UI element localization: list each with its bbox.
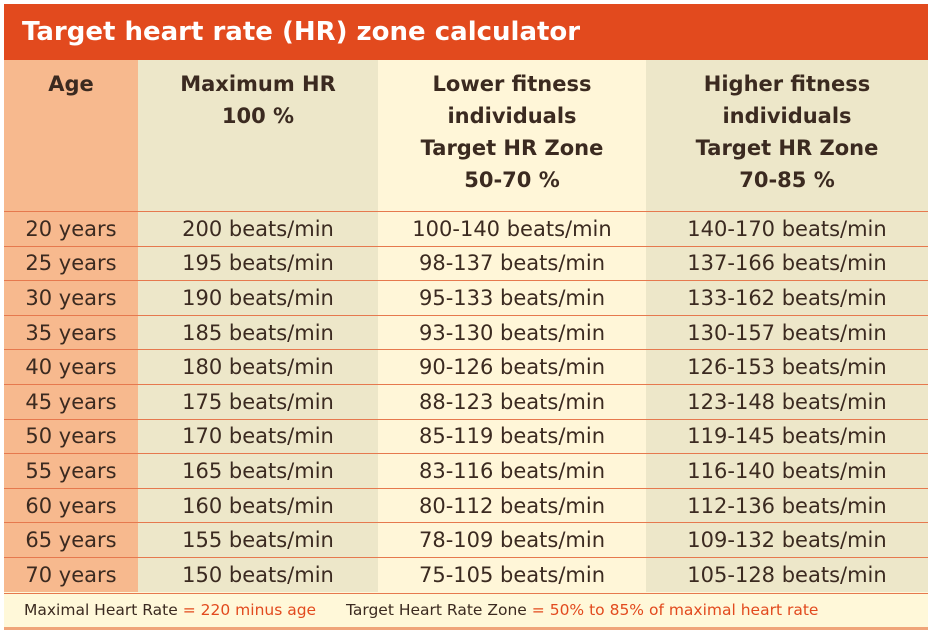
table-row: 70 years 150 beats/min 75-105 beats/min 105… xyxy=(4,557,928,592)
lower-zone-cell: 100-140 beats/min xyxy=(378,211,646,247)
higher-zone-cell: 130-157 beats/min xyxy=(646,315,928,351)
lower-zone-cell: 78-109 beats/min xyxy=(378,522,646,558)
age-cell: 25 years xyxy=(4,246,138,282)
maximum-hr-cell: 155 beats/min xyxy=(138,522,378,558)
higher-zone-cell: 137-166 beats/min xyxy=(646,246,928,282)
higher-zone-cell: 123-148 beats/min xyxy=(646,384,928,420)
header-line: Target HR Zone xyxy=(420,136,604,160)
header-line: Lower fitness xyxy=(432,72,592,96)
table-row: 65 years 155 beats/min 78-109 beats/min 109… xyxy=(4,522,928,558)
header-line: individuals xyxy=(722,104,852,128)
table-row: 30 years 190 beats/min 95-133 beats/min 133… xyxy=(4,280,928,316)
lower-zone-cell: 90-126 beats/min xyxy=(378,349,646,385)
lower-zone-cell: 75-105 beats/min xyxy=(378,557,646,592)
maximum-hr-cell: 180 beats/min xyxy=(138,349,378,385)
table-row: 50 years 170 beats/min 85-119 beats/min 119… xyxy=(4,419,928,455)
lower-zone-cell: 88-123 beats/min xyxy=(378,384,646,420)
maximum-hr-cell: 170 beats/min xyxy=(138,419,378,455)
age-cell: 40 years xyxy=(4,349,138,385)
lower-zone-cell: 98-137 beats/min xyxy=(378,246,646,282)
page-title: Target heart rate (HR) zone calculator xyxy=(4,4,928,60)
maximum-hr-cell: 190 beats/min xyxy=(138,280,378,316)
header-line: Higher fitness xyxy=(703,72,871,96)
age-cell: 65 years xyxy=(4,522,138,558)
lower-zone-cell: 95-133 beats/min xyxy=(378,280,646,316)
maximum-hr-cell: 195 beats/min xyxy=(138,246,378,282)
table-row: 60 years 160 beats/min 80-112 beats/min 112… xyxy=(4,488,928,524)
header-line: Target HR Zone xyxy=(695,136,879,160)
age-cell: 35 years xyxy=(4,315,138,351)
table-row: 25 years 195 beats/min 98-137 beats/min 137… xyxy=(4,246,928,282)
header-line: 50-70 % xyxy=(464,168,560,192)
age-cell: 20 years xyxy=(4,211,138,247)
header-lower-fitness: Lower fitness individuals Target HR Zone… xyxy=(378,60,646,212)
table-header-row: Age Maximum HR 100 % Lower fitness indiv… xyxy=(4,60,928,212)
header-higher-fitness: Higher fitness individuals Target HR Zon… xyxy=(646,60,928,212)
age-cell: 55 years xyxy=(4,453,138,489)
higher-zone-cell: 109-132 beats/min xyxy=(646,522,928,558)
maximum-hr-cell: 165 beats/min xyxy=(138,453,378,489)
hr-zone-card: Target heart rate (HR) zone calculator A… xyxy=(4,4,928,630)
higher-zone-cell: 119-145 beats/min xyxy=(646,419,928,455)
header-line: 70-85 % xyxy=(739,168,835,192)
footer-zone-label: Target Heart Rate Zone xyxy=(345,601,527,619)
maximum-hr-cell: 175 beats/min xyxy=(138,384,378,420)
footer-max-label: Maximal Heart Rate xyxy=(24,601,178,619)
footer-zone-value: = 50% to 85% of maximal heart rate xyxy=(531,601,819,619)
higher-zone-cell: 133-162 beats/min xyxy=(646,280,928,316)
lower-zone-cell: 80-112 beats/min xyxy=(378,488,646,524)
header-maximum-hr: Maximum HR 100 % xyxy=(138,60,378,212)
age-cell: 45 years xyxy=(4,384,138,420)
lower-zone-cell: 83-116 beats/min xyxy=(378,453,646,489)
maximum-hr-cell: 200 beats/min xyxy=(138,211,378,247)
higher-zone-cell: 116-140 beats/min xyxy=(646,453,928,489)
hr-zone-table: Age Maximum HR 100 % Lower fitness indiv… xyxy=(4,60,928,592)
lower-zone-cell: 93-130 beats/min xyxy=(378,315,646,351)
table-row: 55 years 165 beats/min 83-116 beats/min 116… xyxy=(4,453,928,489)
higher-zone-cell: 126-153 beats/min xyxy=(646,349,928,385)
age-cell: 70 years xyxy=(4,557,138,592)
table-body: 20 years 200 beats/min 100-140 beats/min 14… xyxy=(4,211,928,592)
header-age: Age xyxy=(4,60,138,212)
higher-zone-cell: 105-128 beats/min xyxy=(646,557,928,592)
age-cell: 50 years xyxy=(4,419,138,455)
footer-max-value: = 220 minus age xyxy=(182,601,317,619)
maximum-hr-cell: 150 beats/min xyxy=(138,557,378,592)
header-line: individuals xyxy=(447,104,577,128)
maximum-hr-cell: 185 beats/min xyxy=(138,315,378,351)
table-row: 45 years 175 beats/min 88-123 beats/min 123… xyxy=(4,384,928,420)
table-row: 40 years 180 beats/min 90-126 beats/min 126… xyxy=(4,349,928,385)
table-row: 35 years 185 beats/min 93-130 beats/min 130… xyxy=(4,315,928,351)
formula-footer: Maximal Heart Rate = 220 minus age Targe… xyxy=(4,593,928,627)
age-cell: 60 years xyxy=(4,488,138,524)
higher-zone-cell: 140-170 beats/min xyxy=(646,211,928,247)
age-cell: 30 years xyxy=(4,280,138,316)
table-row: 20 years 200 beats/min 100-140 beats/min 14… xyxy=(4,211,928,247)
header-line: Maximum HR xyxy=(180,72,336,96)
higher-zone-cell: 112-136 beats/min xyxy=(646,488,928,524)
header-line: 100 % xyxy=(221,104,295,128)
maximum-hr-cell: 160 beats/min xyxy=(138,488,378,524)
header-age-line: Age xyxy=(48,72,94,96)
lower-zone-cell: 85-119 beats/min xyxy=(378,419,646,455)
